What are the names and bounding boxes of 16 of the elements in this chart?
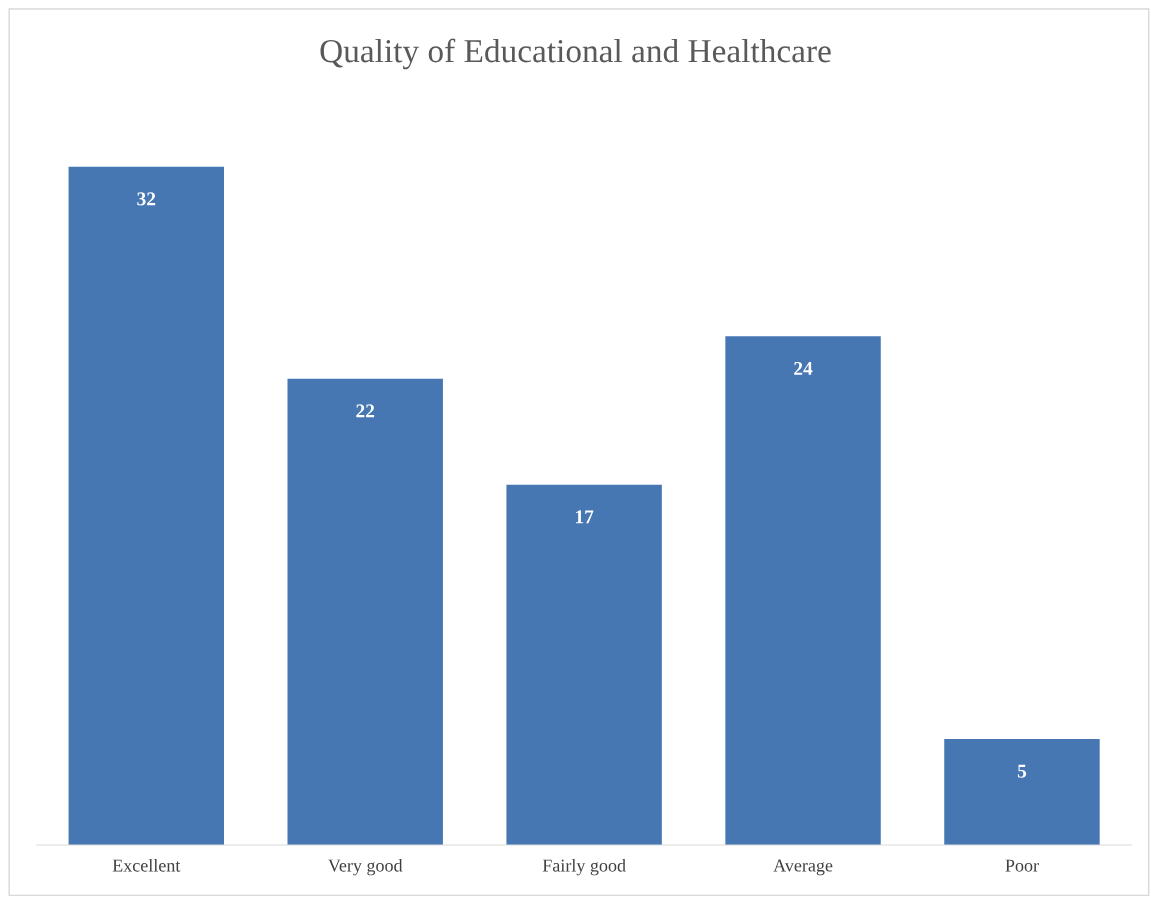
bar [287,378,443,846]
bar [944,739,1100,846]
x-tick-label: Average [773,859,833,876]
data-label: 5 [1017,764,1027,778]
x-tick-label: Poor [1005,859,1039,872]
bar [506,484,662,846]
chart-title: Quality of Educational and Healthcare [320,38,831,70]
x-tick-label: Very good [328,858,403,876]
data-label: 24 [794,361,813,375]
x-tick-label: Fairly good [542,858,626,876]
x-tick-label: Excellent [112,858,181,872]
data-label: 17 [575,510,594,524]
bar [68,166,225,846]
data-label: 22 [356,404,375,418]
data-label: 32 [137,192,156,206]
bar [725,336,881,846]
